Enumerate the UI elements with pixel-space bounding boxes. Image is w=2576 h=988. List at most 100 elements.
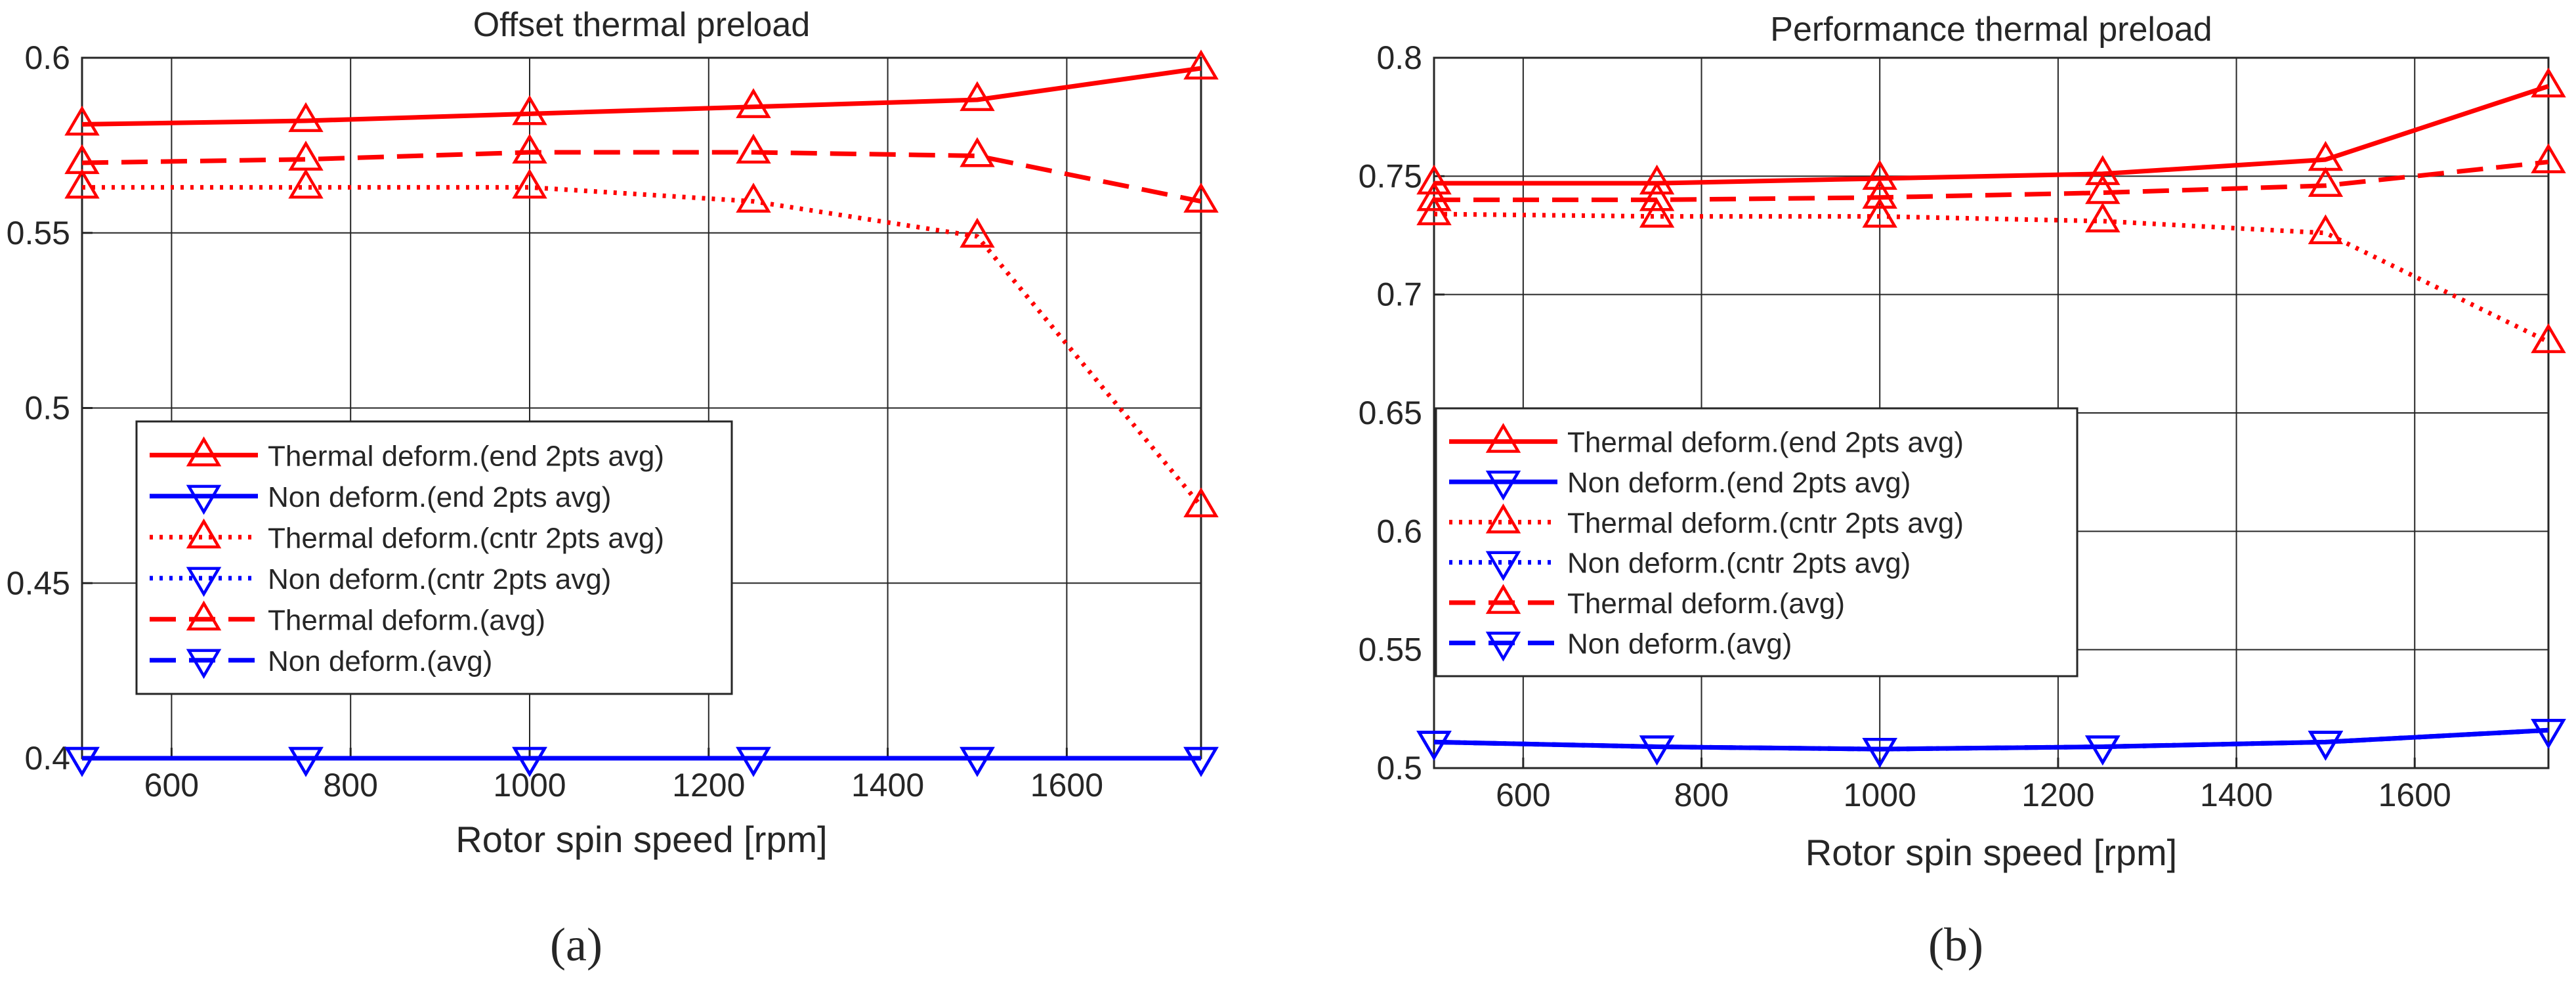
y-tick-label: 0.65: [1359, 395, 1422, 431]
legend-label: Non deform.(end 2pts avg): [1567, 467, 1911, 499]
x-tick-label: 600: [144, 767, 199, 804]
data-point-marker: [1862, 198, 1897, 228]
y-tick-label: 0.7: [1376, 276, 1422, 313]
chart-panel-b: 600 800 1000 1200 1400 1600 0.5 0.55 0.6 0.65 0.7 0…: [1359, 11, 2566, 873]
y-tick-label: 0.8: [1376, 39, 1422, 76]
series-line: [81, 66, 1202, 127]
data-point-marker: [64, 746, 100, 777]
x-tick-label: 1600: [1030, 767, 1103, 804]
legend-marker: [186, 600, 222, 631]
legend-marker: [1485, 584, 1521, 614]
data-point-marker: [960, 746, 995, 777]
legend-marker: [186, 567, 222, 597]
data-point-marker: [2531, 143, 2566, 173]
series-line: [1433, 727, 2549, 752]
axes-frame: [1433, 56, 2550, 769]
data-point-marker: [1416, 181, 1452, 211]
data-point-marker: [1862, 179, 1897, 209]
data-point-marker: [736, 746, 771, 777]
data-point-marker: [1416, 731, 1452, 761]
data-point-marker: [64, 105, 100, 136]
data-point-marker: [512, 746, 547, 777]
data-point-marker: [512, 95, 547, 125]
data-point-marker: [512, 133, 547, 164]
legend-box: [1435, 407, 2079, 677]
data-point-marker: [1416, 164, 1452, 195]
data-point-marker: [960, 81, 995, 112]
data-point-marker: [2531, 719, 2566, 749]
x-axis-label: Rotor spin speed [rpm]: [1805, 832, 2177, 873]
data-point-marker: [1183, 49, 1219, 80]
y-tick-label: 0.5: [24, 390, 70, 427]
legend-label: Non deform.(cntr 2pts avg): [268, 563, 611, 595]
legend-marker: [1485, 551, 1521, 582]
data-point-marker: [1862, 738, 1897, 768]
legend-label: Thermal deform.(avg): [268, 604, 545, 636]
data-point-marker: [2085, 202, 2121, 232]
data-point-marker: [736, 88, 771, 118]
data-point-marker: [512, 168, 547, 199]
y-tick-label: 0.5: [1376, 750, 1422, 786]
x-tick-label: 1000: [1844, 777, 1916, 813]
panel-label-a: (a): [550, 918, 602, 971]
legend-marker: [1485, 470, 1521, 501]
legend: Thermal deform.(end 2pts avg) Non deform.…: [135, 420, 733, 695]
data-point-marker: [960, 137, 995, 167]
legend-marker: [1485, 632, 1521, 662]
data-point-marker: [288, 746, 324, 777]
data-point-marker: [288, 102, 324, 133]
legend-label: Thermal deform.(end 2pts avg): [268, 440, 664, 472]
legend-marker: [1485, 503, 1521, 534]
legend-marker: [186, 484, 222, 515]
legend-marker: [1485, 423, 1521, 453]
chart-panel-a: 600 800 1000 1200 1400 16000.40.450.50.550.6O…: [7, 6, 1219, 860]
data-point-marker: [64, 168, 100, 199]
series-line: [1434, 83, 2550, 186]
series-line: [82, 184, 1203, 508]
data-point-marker: [1639, 164, 1675, 195]
data-point-marker: [736, 133, 771, 164]
legend-label: Thermal deform.(cntr 2pts avg): [1567, 507, 1964, 539]
series-line: [81, 150, 1202, 204]
data-point-marker: [288, 140, 324, 171]
legend-label: Thermal deform.(avg): [1567, 588, 1845, 620]
legend-label: Thermal deform.(end 2pts avg): [1567, 427, 1964, 459]
y-tick-label: 0.6: [24, 39, 70, 76]
data-point-marker: [2531, 67, 2566, 98]
chart-title: Offset thermal preload: [473, 6, 811, 44]
data-point-marker: [2308, 167, 2344, 197]
x-tick-label: 1600: [2378, 777, 2451, 813]
data-point-marker: [2085, 155, 2121, 185]
legend-label: Non deform.(cntr 2pts avg): [1567, 548, 1911, 580]
legend-label: Non deform.(end 2pts avg): [268, 481, 611, 513]
data-point-marker: [2308, 731, 2344, 761]
data-point-marker: [960, 217, 995, 248]
data-point-marker: [1183, 746, 1219, 777]
data-point-marker: [1639, 735, 1675, 765]
x-tick-label: 1400: [2200, 777, 2273, 813]
x-tick-label: 800: [1674, 777, 1729, 813]
x-tick-label: 1200: [2021, 777, 2094, 813]
data-point-marker: [2085, 735, 2121, 765]
x-tick-label: 1400: [851, 767, 924, 804]
x-tick-label: 800: [323, 767, 377, 804]
panel-label-b: (b): [1928, 918, 1983, 971]
chart-title: Performance thermal preload: [1770, 11, 2212, 49]
legend-marker: [186, 518, 222, 549]
legend-marker: [186, 436, 222, 467]
legend-label: Non deform.(avg): [268, 645, 492, 677]
legend: Thermal deform.(end 2pts avg) Non deform.…: [1435, 407, 2079, 677]
x-tick-label: 1200: [672, 767, 745, 804]
series-line: [1434, 160, 2549, 202]
y-tick-label: 0.4: [24, 740, 70, 777]
data-point-marker: [1639, 181, 1675, 211]
data-point-marker: [2531, 323, 2566, 353]
x-axis-label: Rotor spin speed [rpm]: [455, 819, 827, 860]
y-tick-label: 0.45: [7, 565, 70, 601]
data-point-marker: [288, 168, 324, 199]
data-point-marker: [2085, 174, 2121, 204]
legend-label: Thermal deform.(cntr 2pts avg): [268, 522, 664, 554]
data-point-marker: [1183, 183, 1219, 213]
